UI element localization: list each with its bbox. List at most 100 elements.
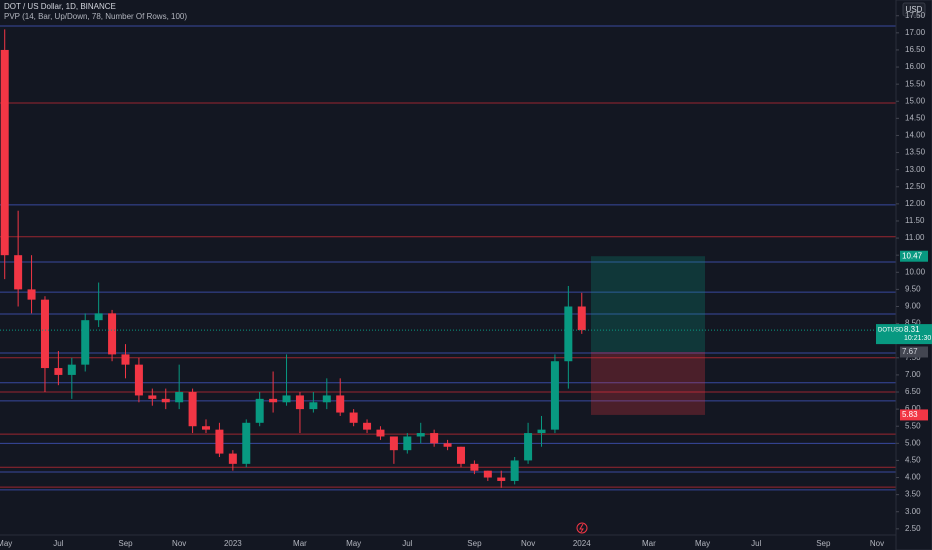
candle-body <box>295 395 304 410</box>
candle-body <box>81 320 90 365</box>
y-tick-label: 5.50 <box>905 421 921 430</box>
y-tick-label: 4.50 <box>905 456 921 465</box>
candle-body <box>376 429 385 437</box>
candle-body <box>255 398 264 423</box>
x-tick-label: Nov <box>172 539 186 548</box>
x-tick-label: Jul <box>402 539 412 548</box>
candle-body <box>228 453 237 464</box>
candle-body <box>202 426 211 430</box>
indicator-label: PVP (14, Bar, Up/Down, 78, Number Of Row… <box>4 12 187 21</box>
candle-body <box>403 436 412 451</box>
x-tick-label: May <box>346 539 361 548</box>
candle-body <box>524 433 533 461</box>
entry-price-label-bg <box>900 346 928 358</box>
x-tick-label: Sep <box>467 539 482 548</box>
event-icon[interactable] <box>576 522 588 534</box>
candle-body <box>430 433 439 444</box>
candle-body <box>416 433 425 437</box>
candle-body <box>322 395 331 403</box>
y-tick-label: 5.00 <box>905 438 921 447</box>
x-tick-label: Nov <box>870 539 884 548</box>
entry-price-label: 7.67 <box>902 347 918 356</box>
y-tick-label: 16.50 <box>905 45 926 54</box>
chart-title: DOT / US Dollar, 1D, BINANCE <box>4 2 116 11</box>
y-tick-label: 14.00 <box>905 131 926 140</box>
candle-body <box>537 429 546 434</box>
x-tick-label: May <box>0 539 12 548</box>
candle-body <box>443 443 452 447</box>
y-tick-label: 9.00 <box>905 302 921 311</box>
candle-body <box>363 422 372 430</box>
y-tick-label: 10.00 <box>905 267 926 276</box>
x-tick-label: Mar <box>642 539 656 548</box>
target-zone <box>591 256 705 352</box>
y-tick-label: 6.00 <box>905 404 921 413</box>
candle-body <box>282 395 291 403</box>
y-tick-label: 11.50 <box>905 216 925 225</box>
y-tick-label: 3.50 <box>905 490 921 499</box>
x-tick-label: May <box>695 539 710 548</box>
candle-body <box>108 313 117 355</box>
candle-body <box>215 429 224 454</box>
y-tick-label: 12.50 <box>905 182 926 191</box>
y-tick-label: 6.50 <box>905 387 921 396</box>
candle-body <box>54 368 63 375</box>
currency-label[interactable]: USD <box>906 5 923 14</box>
countdown-label: 10:21:30 <box>904 335 931 342</box>
event-bolt <box>579 523 584 533</box>
y-tick-label: 12.00 <box>905 199 926 208</box>
candle-body <box>389 436 398 451</box>
candle-body <box>269 398 278 403</box>
candle-body <box>188 392 197 427</box>
candle-body <box>309 402 318 410</box>
y-tick-label: 17.00 <box>905 28 926 37</box>
candle-body <box>27 289 36 300</box>
x-tick-label: Sep <box>118 539 133 548</box>
y-tick-label: 15.00 <box>905 96 926 105</box>
candle-body <box>148 395 157 399</box>
stop-price-label: 5.83 <box>902 410 918 419</box>
candle-body <box>483 470 492 478</box>
candle-body <box>564 306 573 362</box>
candle-body <box>94 313 103 321</box>
last-price-label: 8.31 <box>904 325 920 334</box>
stop-zone <box>591 351 705 415</box>
target-price-label: 10.47 <box>902 251 923 260</box>
candle-body <box>242 422 251 464</box>
candle-body <box>0 49 9 256</box>
target-price-label-bg <box>900 250 928 262</box>
y-tick-label: 13.50 <box>905 148 926 157</box>
candle-body <box>456 446 465 464</box>
candle-body <box>121 354 130 365</box>
candle-body <box>497 477 506 481</box>
y-tick-label: 13.00 <box>905 165 926 174</box>
x-tick-label: Jul <box>53 539 63 548</box>
y-tick-label: 7.00 <box>905 370 921 379</box>
y-tick-label: 3.00 <box>905 507 921 516</box>
x-tick-label: 2023 <box>224 539 242 548</box>
x-tick-label: Nov <box>521 539 535 548</box>
candle-body <box>510 460 519 481</box>
candle-body <box>40 299 49 369</box>
y-tick-label: 9.50 <box>905 285 921 294</box>
candle-body <box>14 255 23 290</box>
price-axis <box>895 0 932 550</box>
candle-body <box>550 361 559 430</box>
y-tick-label: 15.50 <box>905 79 926 88</box>
y-tick-label: 2.50 <box>905 524 921 533</box>
x-tick-label: Mar <box>293 539 307 548</box>
currency-button[interactable] <box>902 2 926 17</box>
candle-body <box>67 364 76 375</box>
y-tick-label: 11.00 <box>905 233 925 242</box>
x-tick-label: Sep <box>816 539 831 548</box>
stop-price-label-bg <box>900 409 928 421</box>
candle-body <box>470 463 479 471</box>
candle-body <box>577 306 586 331</box>
candle-body <box>336 395 345 413</box>
y-tick-label: 17.50 <box>905 11 926 20</box>
y-tick-label: 4.00 <box>905 473 921 482</box>
candle-body <box>161 398 170 403</box>
